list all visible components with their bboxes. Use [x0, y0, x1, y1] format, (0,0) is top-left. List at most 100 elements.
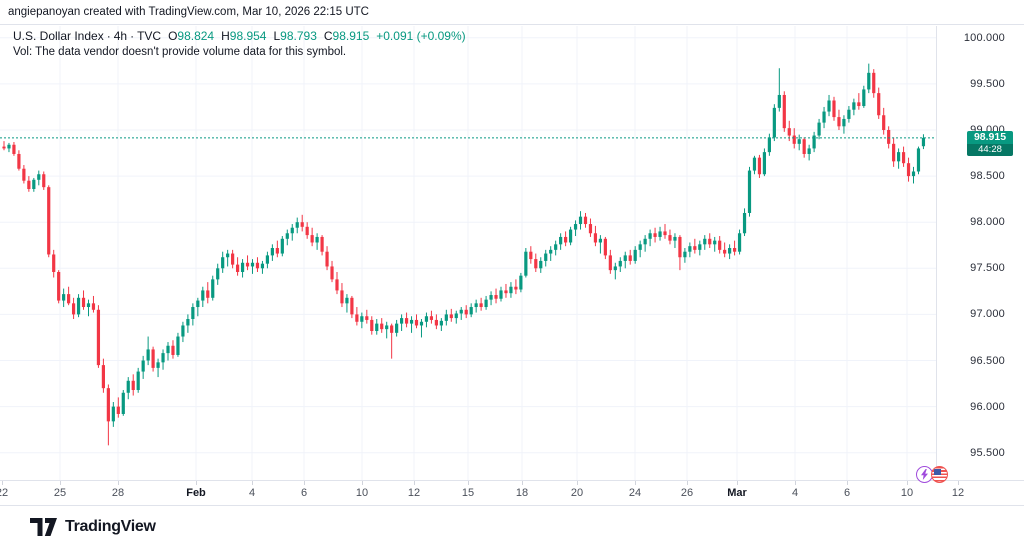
candle-body[interactable] [211, 279, 215, 298]
chart-legend[interactable]: U.S. Dollar Index · 4h · TVC O98.824 H98.954 L9… [13, 29, 466, 58]
candle-body[interactable] [892, 143, 896, 162]
candle-body[interactable] [250, 262, 255, 267]
candle-body[interactable] [42, 174, 46, 188]
candle-body[interactable] [837, 117, 841, 127]
candle-body[interactable] [554, 244, 558, 250]
candle-body[interactable] [752, 157, 757, 171]
candle-body[interactable] [27, 180, 31, 190]
candle-body[interactable] [171, 345, 175, 355]
candle-body[interactable] [280, 238, 284, 254]
candle-body[interactable] [380, 323, 384, 330]
candle-body[interactable] [191, 307, 195, 320]
candle-body[interactable] [459, 309, 463, 314]
candle-body[interactable] [757, 157, 762, 175]
candle-body[interactable] [792, 135, 796, 144]
candle-body[interactable] [166, 345, 170, 354]
candle-body[interactable] [454, 313, 458, 319]
candle-body[interactable] [897, 152, 901, 162]
candle-body[interactable] [439, 320, 443, 326]
candle-body[interactable] [360, 316, 364, 322]
candle-body[interactable] [732, 248, 737, 252]
candle-body[interactable] [777, 94, 781, 108]
candle-body[interactable] [544, 253, 548, 261]
candle-body[interactable] [564, 236, 568, 243]
candle-body[interactable] [52, 254, 56, 272]
candle-body[interactable] [325, 251, 329, 267]
candle-body[interactable] [315, 236, 319, 243]
candle-body[interactable] [479, 303, 483, 308]
price-axis[interactable]: 98.915 44:28 100.00099.50099.00098.50098… [936, 26, 1024, 480]
candle-body[interactable] [126, 380, 130, 393]
candle-body[interactable] [434, 319, 438, 326]
candle-body[interactable] [181, 325, 185, 337]
candle-body[interactable] [206, 290, 210, 298]
candle-body[interactable] [345, 297, 349, 304]
candle-body[interactable] [499, 290, 503, 299]
candle-body[interactable] [131, 380, 135, 391]
candle-body[interactable] [708, 238, 712, 245]
tradingview-logo[interactable]: TradingView [30, 518, 156, 536]
chart-plot-area[interactable]: U.S. Dollar Index · 4h · TVC O98.824 H98.954 L9… [0, 26, 936, 480]
candle-body[interactable] [742, 212, 747, 234]
candle-body[interactable] [578, 216, 583, 225]
candle-body[interactable] [275, 248, 279, 254]
candle-body[interactable] [718, 240, 722, 250]
candle-body[interactable] [603, 238, 607, 256]
candle-body[interactable] [101, 365, 105, 389]
candle-body[interactable] [887, 130, 891, 144]
candle-body[interactable] [12, 144, 16, 154]
candle-body[interactable] [226, 253, 230, 258]
candle-body[interactable] [842, 118, 846, 127]
candle-body[interactable] [737, 233, 742, 252]
candle-body[interactable] [96, 309, 101, 366]
candle-body[interactable] [857, 102, 861, 107]
candle-body[interactable] [235, 264, 240, 272]
legend-symbol-row[interactable]: U.S. Dollar Index · 4h · TVC O98.824 H98.954 L9… [13, 29, 466, 43]
candle-body[interactable] [116, 406, 120, 414]
candle-body[interactable] [146, 349, 150, 361]
candle-body[interactable] [141, 360, 145, 372]
candle-body[interactable] [285, 233, 289, 239]
candle-body[interactable] [424, 316, 429, 322]
candle-body[interactable] [409, 319, 414, 324]
candle-body[interactable] [703, 238, 707, 245]
candle-body[interactable] [663, 231, 667, 236]
candle-body[interactable] [598, 238, 602, 243]
candle-body[interactable] [136, 371, 140, 391]
candle-body[interactable] [231, 253, 235, 265]
candle-body[interactable] [106, 388, 110, 422]
candle-body[interactable] [255, 262, 260, 269]
candle-body[interactable] [549, 249, 553, 254]
candle-body[interactable] [17, 153, 21, 169]
candle-body[interactable] [693, 246, 697, 250]
candle-body[interactable] [872, 72, 876, 94]
candle-body[interactable] [822, 111, 826, 123]
candle-body[interactable] [673, 236, 677, 241]
candle-body[interactable] [494, 295, 498, 299]
candle-body[interactable] [156, 362, 160, 368]
candle-body[interactable] [812, 135, 816, 149]
candle-body[interactable] [807, 148, 811, 154]
candle-body[interactable] [519, 275, 523, 290]
candle-body[interactable] [688, 246, 692, 252]
candle-body[interactable] [350, 297, 354, 315]
candle-body[interactable] [196, 300, 200, 308]
candle-body[interactable] [22, 168, 26, 181]
candle-body[interactable] [668, 235, 672, 241]
candle-body[interactable] [911, 171, 916, 177]
candle-body[interactable] [260, 263, 265, 269]
candle-body[interactable] [300, 222, 304, 227]
candle-body[interactable] [375, 323, 379, 331]
candle-body[interactable] [201, 290, 205, 301]
candle-body[interactable] [310, 235, 314, 243]
candle-body[interactable] [216, 268, 220, 280]
candle-body[interactable] [335, 279, 339, 291]
candle-body[interactable] [573, 224, 578, 230]
candle-body[interactable] [86, 303, 91, 308]
candle-body[interactable] [489, 295, 493, 300]
candle-body[interactable] [414, 319, 419, 326]
candle-body[interactable] [877, 93, 881, 116]
candle-body[interactable] [509, 286, 513, 294]
candle-body[interactable] [221, 257, 225, 269]
candle-body[interactable] [2, 146, 6, 149]
